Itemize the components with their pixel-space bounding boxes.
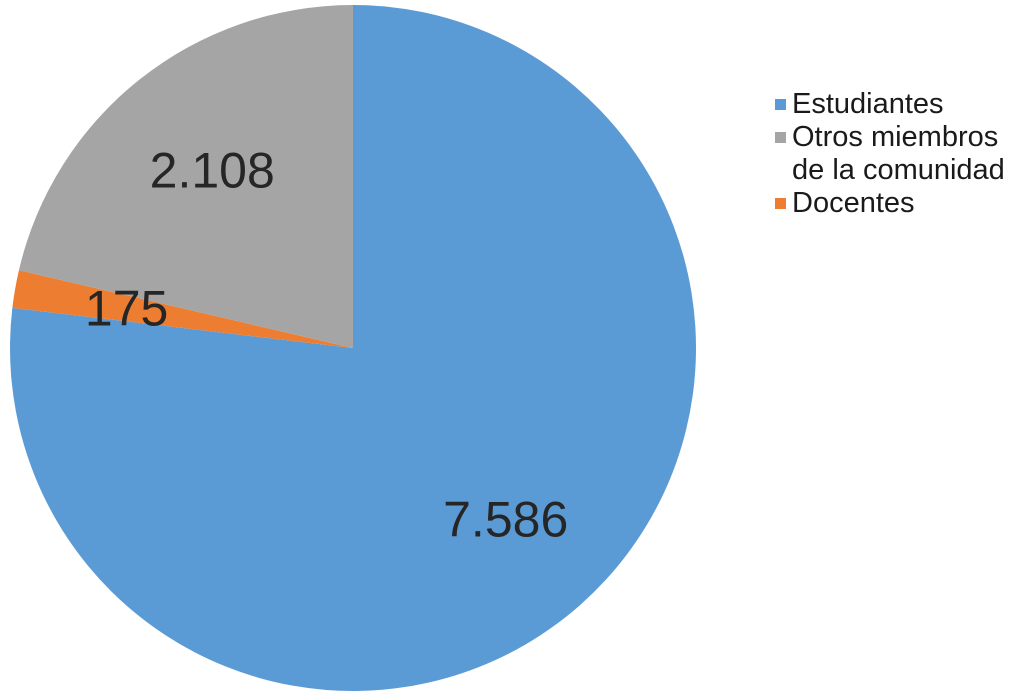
legend-label-otros-miembros-line-2: de la comunidad [792, 154, 1005, 186]
legend-label-estudiantes: Estudiantes [792, 88, 944, 120]
data-label-estudiantes: 7.586 [443, 492, 568, 548]
pie-slice-otros [18, 5, 353, 348]
pie-data-labels: 7.586 175 2.108 [85, 143, 568, 548]
pie-slice-docentes [12, 270, 354, 348]
pie-slices [10, 5, 697, 691]
legend: Estudiantes Otros miembros de la comunid… [775, 88, 1030, 220]
data-label-docentes: 175 [85, 280, 168, 336]
legend-item-estudiantes: Estudiantes [775, 88, 1030, 121]
pie-slice-estudiantes [10, 5, 697, 691]
legend-item-docentes: Docentes [775, 187, 1030, 220]
legend-label-docentes: Docentes [792, 187, 915, 219]
legend-swatch-docentes [775, 198, 786, 209]
legend-item-otros-miembros: Otros miembros de la comunidad [775, 121, 1030, 187]
legend-label-otros-miembros-line-1: Otros miembros [792, 121, 999, 153]
legend-swatch-estudiantes [775, 99, 786, 110]
legend-swatch-otros-miembros [775, 132, 786, 143]
data-label-otros: 2.108 [150, 143, 275, 199]
